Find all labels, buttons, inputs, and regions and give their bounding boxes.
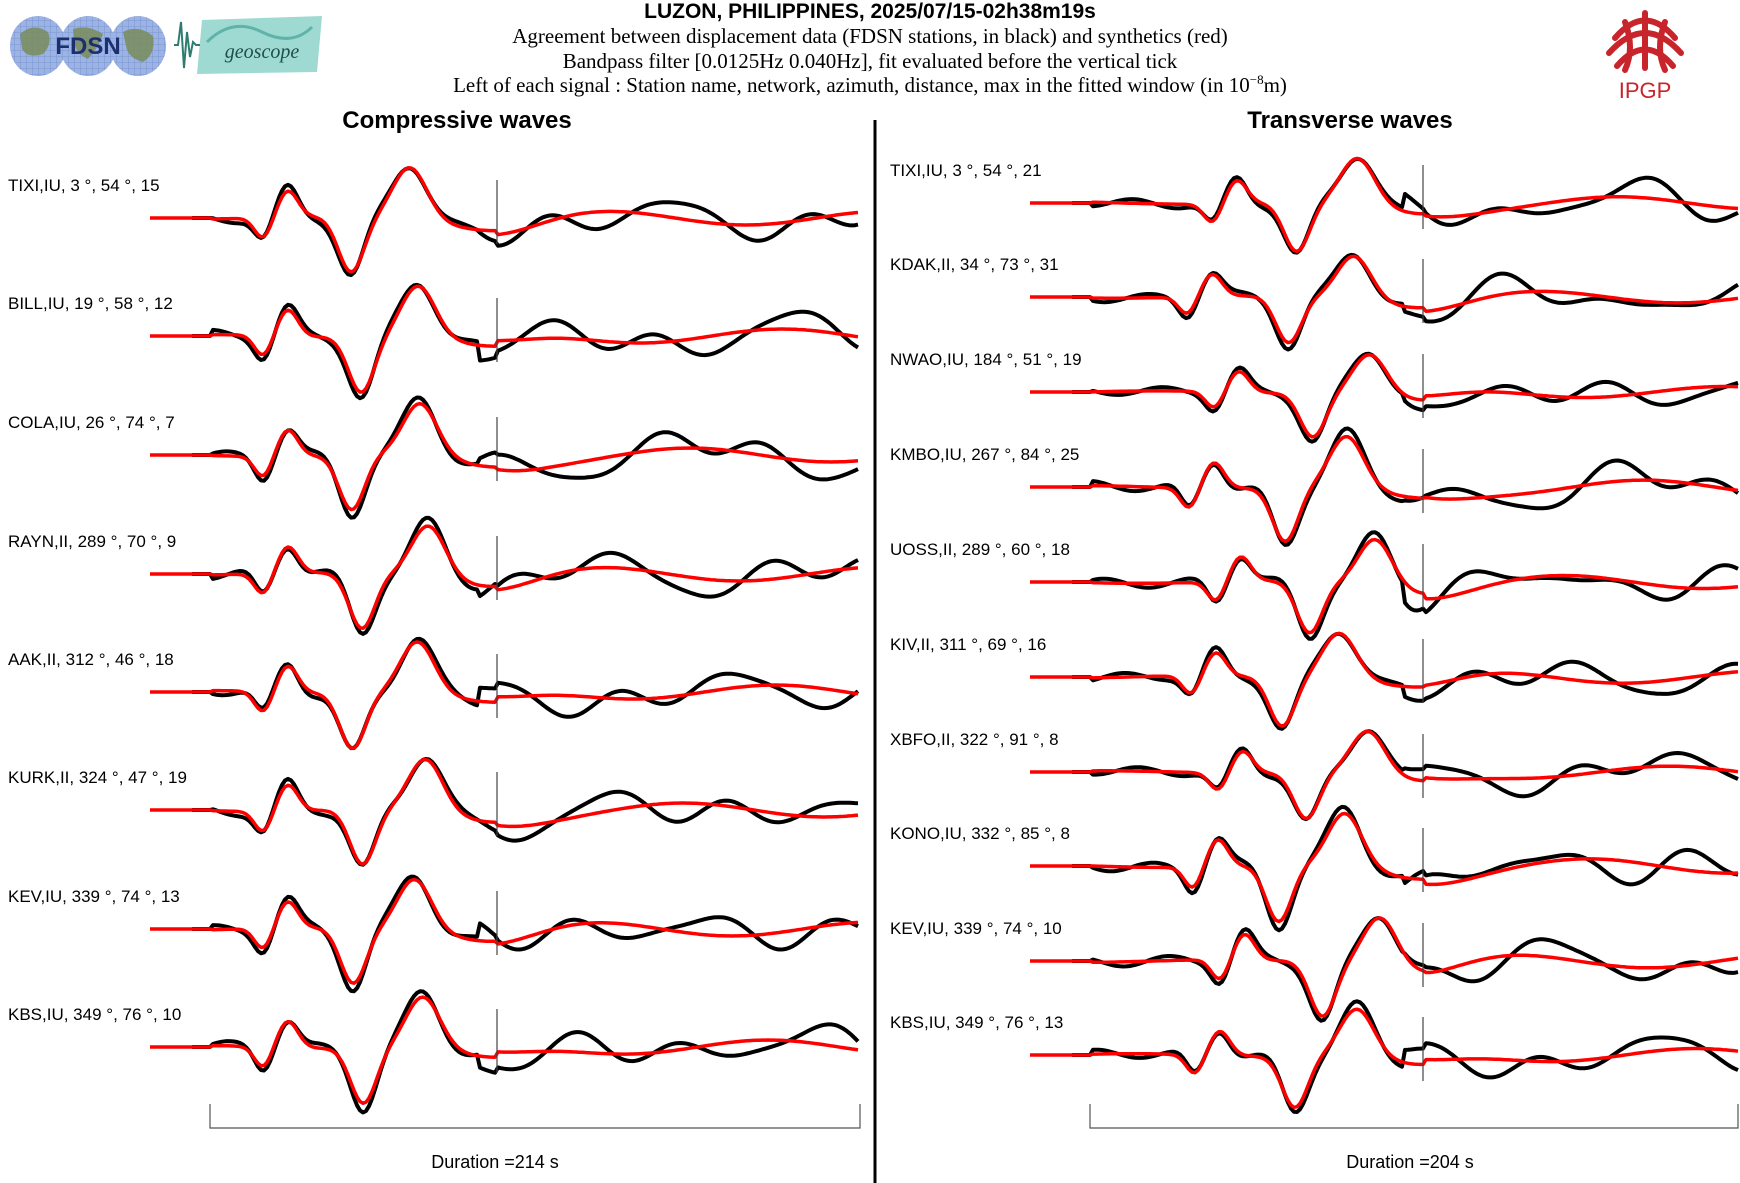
trace-label: KBS,IU, 349 °, 76 °, 13 [890,1013,1063,1032]
synthetic-trace-cola [150,401,859,512]
trace-label: NWAO,IU, 184 °, 51 °, 19 [890,350,1082,369]
synthetic-trace-kbs [1030,1007,1739,1110]
data-trace-kdak [1072,252,1740,352]
trace-label: XBFO,II, 322 °, 91 °, 8 [890,730,1059,749]
data-trace-nwao [1072,351,1739,444]
synthetic-trace-aak [150,640,859,750]
subtitle-line-3: Left of each signal : Station name, netw… [0,72,1740,98]
data-trace-cola [192,395,859,520]
trace-label: KURK,II, 324 °, 47 °, 19 [8,768,187,787]
synthetic-trace-kmbo [1030,434,1739,544]
trace-label: TIXI,IU, 3 °, 54 °, 21 [890,161,1042,180]
data-trace-bill [192,282,860,401]
trace-label: KDAK,II, 34 °, 73 °, 31 [890,255,1059,274]
trace-label: UOSS,II, 289 °, 60 °, 18 [890,540,1070,559]
fdsn-logo-text: FDSN [55,33,120,60]
data-trace-xbfo [1072,729,1739,822]
duration-label: Duration =204 s [1346,1152,1474,1172]
trace-label: BILL,IU, 19 °, 58 °, 12 [8,294,173,313]
duration-bracket [1089,1104,1739,1129]
synthetic-trace-kono [1030,811,1739,924]
synthetic-trace-rayn [150,524,859,631]
synthetic-trace-xbfo [1030,729,1739,821]
trace-label: COLA,IU, 26 °, 74 °, 7 [8,413,175,432]
ipgp-logo-text: IPGP [1619,78,1672,103]
duration-label: Duration =214 s [431,1152,559,1172]
synthetic-trace-tixi [1030,156,1739,254]
synthetic-trace-kbs [150,995,859,1106]
trace-label: AAK,II, 312 °, 46 °, 18 [8,650,174,669]
fdsn-logo: FDSN [10,16,166,76]
subtitle-line-2: Bandpass filter [0.0125Hz 0.040Hz], fit … [562,49,1178,73]
ipgp-logo: IPGP [1606,10,1684,103]
synthetic-trace-tixi [150,166,859,274]
synthetic-trace-kiv [1030,631,1739,728]
trace-label: KONO,IU, 332 °, 85 °, 8 [890,824,1070,843]
trace-label: KMBO,IU, 267 °, 84 °, 25 [890,445,1079,464]
data-trace-uoss [1072,530,1739,641]
geoscope-logo-text: geoscope [225,41,300,63]
trace-label: KEV,IU, 339 °, 74 °, 10 [890,919,1062,938]
panel-title-transverse: Transverse waves [1247,107,1453,134]
data-trace-kono [1072,804,1739,933]
data-trace-tixi [192,166,859,278]
data-trace-kiv [1072,631,1738,731]
duration-bracket [209,1104,861,1129]
synthetic-trace-kev [150,877,859,985]
data-trace-tixi [1072,156,1739,255]
trace-label: RAYN,II, 289 °, 70 °, 9 [8,532,176,551]
synthetic-trace-uoss [1030,537,1739,635]
data-trace-aak [192,636,860,751]
data-trace-kbs [1072,999,1739,1114]
synthetic-trace-kurk [150,757,859,866]
event-title: LUZON, PHILIPPINES, 2025/07/15-02h38m19s [644,0,1096,23]
subtitle-line-3-exponent: −8 [1249,72,1264,87]
synthetic-trace-nwao [1030,353,1739,439]
synthetic-trace-kdak [1030,254,1739,345]
subtitle-line-3-suffix: m) [1263,73,1287,97]
data-trace-kmbo [1072,426,1740,547]
subtitle-line-3-prefix: Left of each signal : Station name, netw… [453,73,1250,97]
synthetic-trace-kev [1030,916,1739,1018]
trace-label: KIV,II, 311 °, 69 °, 16 [890,635,1046,654]
synthetic-trace-bill [150,284,859,394]
panel-title-compressive: Compressive waves [342,107,572,134]
geoscope-logo: geoscope [174,16,322,74]
data-trace-kev [192,874,859,994]
trace-label: KBS,IU, 349 °, 76 °, 10 [8,1005,181,1024]
trace-label: KEV,IU, 339 °, 74 °, 13 [8,887,180,906]
data-trace-rayn [192,515,859,636]
trace-label: TIXI,IU, 3 °, 54 °, 15 [8,176,160,195]
subtitle-line-1: Agreement between displacement data (FDS… [512,24,1228,48]
